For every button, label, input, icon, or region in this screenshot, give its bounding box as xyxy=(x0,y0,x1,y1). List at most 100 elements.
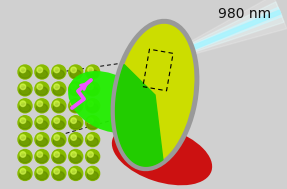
Ellipse shape xyxy=(87,70,98,78)
Ellipse shape xyxy=(110,19,199,171)
Polygon shape xyxy=(157,10,281,64)
Polygon shape xyxy=(116,65,163,166)
Ellipse shape xyxy=(37,135,42,140)
Ellipse shape xyxy=(68,71,148,133)
Polygon shape xyxy=(157,2,284,64)
Ellipse shape xyxy=(86,99,100,113)
Ellipse shape xyxy=(52,82,66,96)
Ellipse shape xyxy=(52,99,66,113)
Ellipse shape xyxy=(37,152,42,157)
Ellipse shape xyxy=(35,99,49,113)
Ellipse shape xyxy=(37,101,42,107)
Ellipse shape xyxy=(71,84,76,90)
Ellipse shape xyxy=(20,154,31,163)
Ellipse shape xyxy=(20,169,26,174)
Ellipse shape xyxy=(54,118,59,123)
Ellipse shape xyxy=(36,70,48,78)
Ellipse shape xyxy=(88,169,93,174)
Ellipse shape xyxy=(35,149,49,163)
Ellipse shape xyxy=(20,118,26,123)
Ellipse shape xyxy=(35,133,49,147)
Ellipse shape xyxy=(88,67,93,73)
Ellipse shape xyxy=(36,171,48,180)
Ellipse shape xyxy=(116,24,195,166)
Ellipse shape xyxy=(20,138,31,146)
Ellipse shape xyxy=(86,167,100,180)
Ellipse shape xyxy=(37,84,42,90)
Ellipse shape xyxy=(20,152,26,157)
Ellipse shape xyxy=(88,118,93,123)
Ellipse shape xyxy=(18,99,32,113)
Ellipse shape xyxy=(18,133,32,147)
Ellipse shape xyxy=(86,65,100,79)
Ellipse shape xyxy=(70,70,81,78)
Ellipse shape xyxy=(36,154,48,163)
Ellipse shape xyxy=(18,116,32,130)
Ellipse shape xyxy=(88,84,93,90)
Ellipse shape xyxy=(18,149,32,163)
Ellipse shape xyxy=(69,82,83,96)
Ellipse shape xyxy=(86,149,100,163)
Ellipse shape xyxy=(18,167,32,180)
Ellipse shape xyxy=(87,87,98,95)
Ellipse shape xyxy=(36,87,48,95)
Ellipse shape xyxy=(87,171,98,180)
Ellipse shape xyxy=(53,87,64,95)
Ellipse shape xyxy=(87,104,98,112)
Ellipse shape xyxy=(87,121,98,129)
Ellipse shape xyxy=(88,135,93,140)
Ellipse shape xyxy=(70,104,81,112)
Ellipse shape xyxy=(71,169,76,174)
Ellipse shape xyxy=(54,135,59,140)
Ellipse shape xyxy=(35,82,49,96)
Ellipse shape xyxy=(54,101,59,107)
Ellipse shape xyxy=(53,171,64,180)
Ellipse shape xyxy=(70,87,81,95)
Ellipse shape xyxy=(54,152,59,157)
Ellipse shape xyxy=(88,152,93,157)
Ellipse shape xyxy=(54,67,59,73)
Ellipse shape xyxy=(71,152,76,157)
Ellipse shape xyxy=(88,101,93,107)
Ellipse shape xyxy=(87,138,98,146)
Ellipse shape xyxy=(53,138,64,146)
Ellipse shape xyxy=(36,138,48,146)
Ellipse shape xyxy=(37,169,42,174)
Ellipse shape xyxy=(37,67,42,73)
Ellipse shape xyxy=(36,104,48,112)
Ellipse shape xyxy=(69,133,83,147)
Polygon shape xyxy=(157,0,287,64)
Ellipse shape xyxy=(52,116,66,130)
Ellipse shape xyxy=(69,167,83,180)
Ellipse shape xyxy=(52,167,66,180)
Ellipse shape xyxy=(69,149,83,163)
Ellipse shape xyxy=(52,133,66,147)
Ellipse shape xyxy=(53,104,64,112)
Ellipse shape xyxy=(87,154,98,163)
Ellipse shape xyxy=(18,65,32,79)
Ellipse shape xyxy=(35,65,49,79)
Ellipse shape xyxy=(53,154,64,163)
Ellipse shape xyxy=(69,65,83,79)
Ellipse shape xyxy=(35,116,49,130)
Ellipse shape xyxy=(20,104,31,112)
Ellipse shape xyxy=(86,133,100,147)
Ellipse shape xyxy=(20,70,31,78)
Ellipse shape xyxy=(54,169,59,174)
Ellipse shape xyxy=(20,101,26,107)
Ellipse shape xyxy=(35,167,49,180)
Ellipse shape xyxy=(69,99,83,113)
Ellipse shape xyxy=(20,171,31,180)
Ellipse shape xyxy=(52,149,66,163)
Ellipse shape xyxy=(20,84,26,90)
Ellipse shape xyxy=(69,116,83,130)
Ellipse shape xyxy=(20,121,31,129)
Ellipse shape xyxy=(53,70,64,78)
Ellipse shape xyxy=(53,121,64,129)
Ellipse shape xyxy=(36,121,48,129)
Ellipse shape xyxy=(37,118,42,123)
Ellipse shape xyxy=(20,135,26,140)
Ellipse shape xyxy=(20,87,31,95)
Ellipse shape xyxy=(112,125,212,185)
Text: 980 nm: 980 nm xyxy=(218,7,272,21)
